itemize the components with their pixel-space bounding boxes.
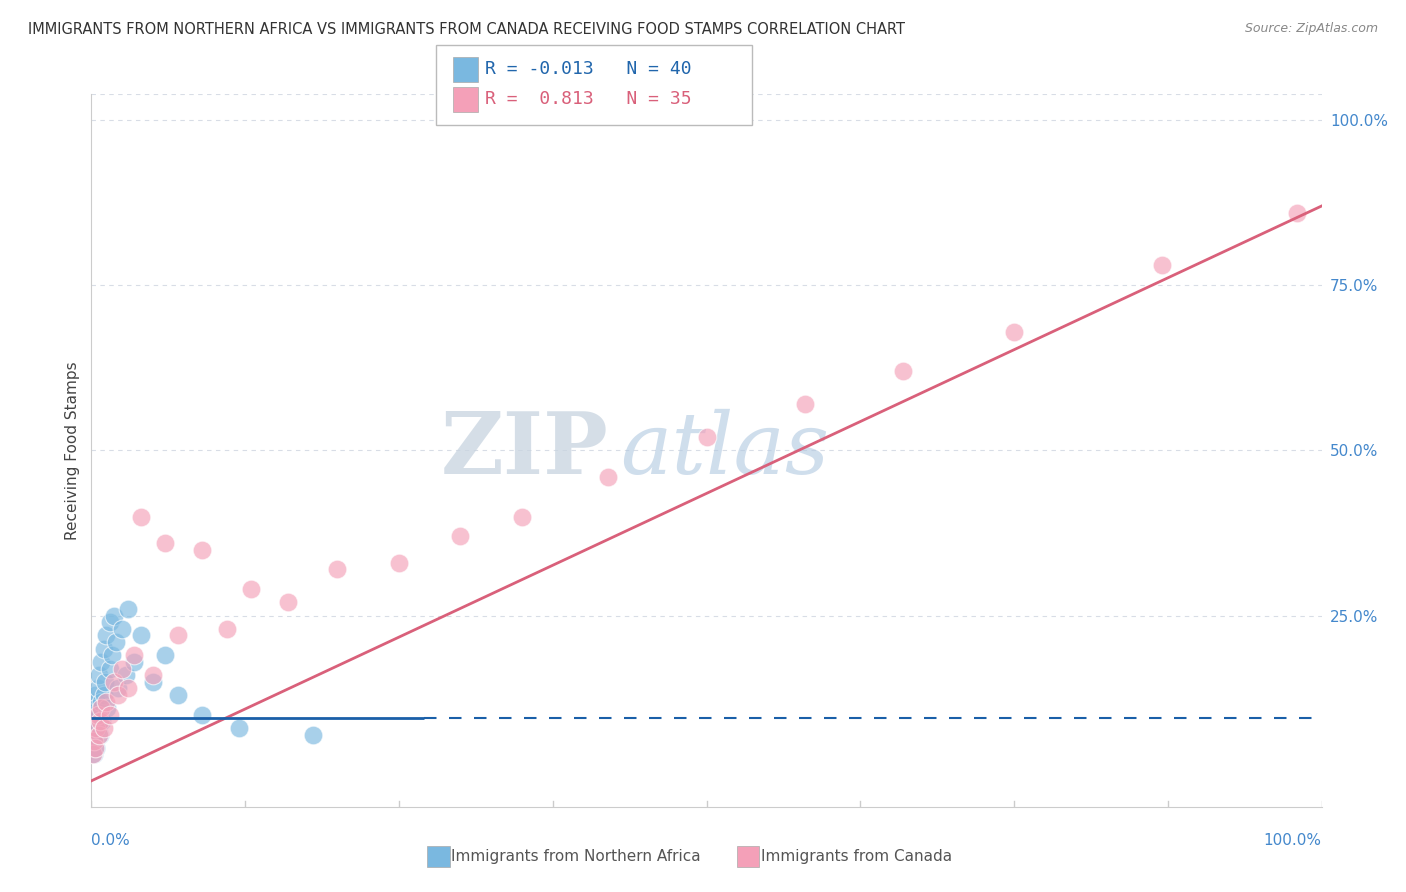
Point <box>191 707 214 722</box>
Point <box>124 648 146 663</box>
Point <box>86 721 108 735</box>
Point <box>449 529 471 543</box>
Point <box>86 740 108 755</box>
Text: Immigrants from Canada: Immigrants from Canada <box>761 849 952 863</box>
Point <box>107 688 129 702</box>
Point <box>103 674 125 689</box>
Point <box>93 688 115 702</box>
Point <box>87 728 110 742</box>
Point <box>117 602 139 616</box>
Point <box>129 628 152 642</box>
Point <box>96 694 117 708</box>
Text: Immigrants from Northern Africa: Immigrants from Northern Africa <box>451 849 702 863</box>
Point <box>84 714 107 729</box>
Point <box>91 714 114 729</box>
Point <box>510 509 533 524</box>
Point <box>277 595 299 609</box>
Point <box>90 655 112 669</box>
Point <box>793 397 815 411</box>
Point <box>301 728 323 742</box>
Point <box>93 721 115 735</box>
Point <box>83 694 105 708</box>
Text: 100.0%: 100.0% <box>1264 833 1322 847</box>
Point <box>98 615 121 630</box>
Point <box>1150 259 1173 273</box>
Point <box>114 668 138 682</box>
Point <box>87 707 110 722</box>
Point <box>166 628 188 642</box>
Point <box>84 740 107 755</box>
Point <box>96 701 118 715</box>
Point <box>117 681 139 696</box>
Point <box>82 734 104 748</box>
Point <box>129 509 152 524</box>
Point <box>83 747 105 762</box>
Text: R = -0.013   N = 40: R = -0.013 N = 40 <box>485 60 692 78</box>
Y-axis label: Receiving Food Stamps: Receiving Food Stamps <box>65 361 80 540</box>
Point <box>240 582 263 597</box>
Point <box>90 701 112 715</box>
Point <box>101 648 124 663</box>
Point <box>90 694 112 708</box>
Point <box>98 707 121 722</box>
Text: Source: ZipAtlas.com: Source: ZipAtlas.com <box>1244 22 1378 36</box>
Point <box>142 674 165 689</box>
Point <box>107 681 129 696</box>
Point <box>166 688 188 702</box>
Point <box>82 721 104 735</box>
Point <box>86 707 108 722</box>
Point <box>84 688 107 702</box>
Point <box>94 674 117 689</box>
Point <box>98 661 121 675</box>
Point <box>86 681 108 696</box>
Point <box>326 562 349 576</box>
Point <box>83 734 105 748</box>
Point <box>83 728 105 742</box>
Point <box>191 542 214 557</box>
Point <box>215 622 238 636</box>
Point <box>153 648 177 663</box>
Point <box>82 707 104 722</box>
Point <box>1285 205 1308 219</box>
Point <box>82 747 104 762</box>
Point <box>89 714 111 729</box>
Point <box>96 628 117 642</box>
Point <box>695 430 717 444</box>
Text: ZIP: ZIP <box>440 409 607 492</box>
Text: IMMIGRANTS FROM NORTHERN AFRICA VS IMMIGRANTS FROM CANADA RECEIVING FOOD STAMPS : IMMIGRANTS FROM NORTHERN AFRICA VS IMMIG… <box>28 22 905 37</box>
Point <box>87 668 110 682</box>
Point <box>596 470 619 484</box>
Text: atlas: atlas <box>620 409 830 491</box>
Point <box>103 608 125 623</box>
Point <box>105 635 127 649</box>
Point <box>142 668 165 682</box>
Point <box>891 364 914 378</box>
Point <box>388 556 411 570</box>
Text: R =  0.813   N = 35: R = 0.813 N = 35 <box>485 90 692 108</box>
Point <box>93 641 115 656</box>
Point <box>86 701 108 715</box>
Point <box>228 721 250 735</box>
Point <box>111 661 134 675</box>
Point <box>111 622 134 636</box>
Point <box>153 536 177 550</box>
Text: 0.0%: 0.0% <box>91 833 131 847</box>
Point <box>89 728 111 742</box>
Point <box>86 721 108 735</box>
Point <box>1002 325 1025 339</box>
Point <box>124 655 146 669</box>
